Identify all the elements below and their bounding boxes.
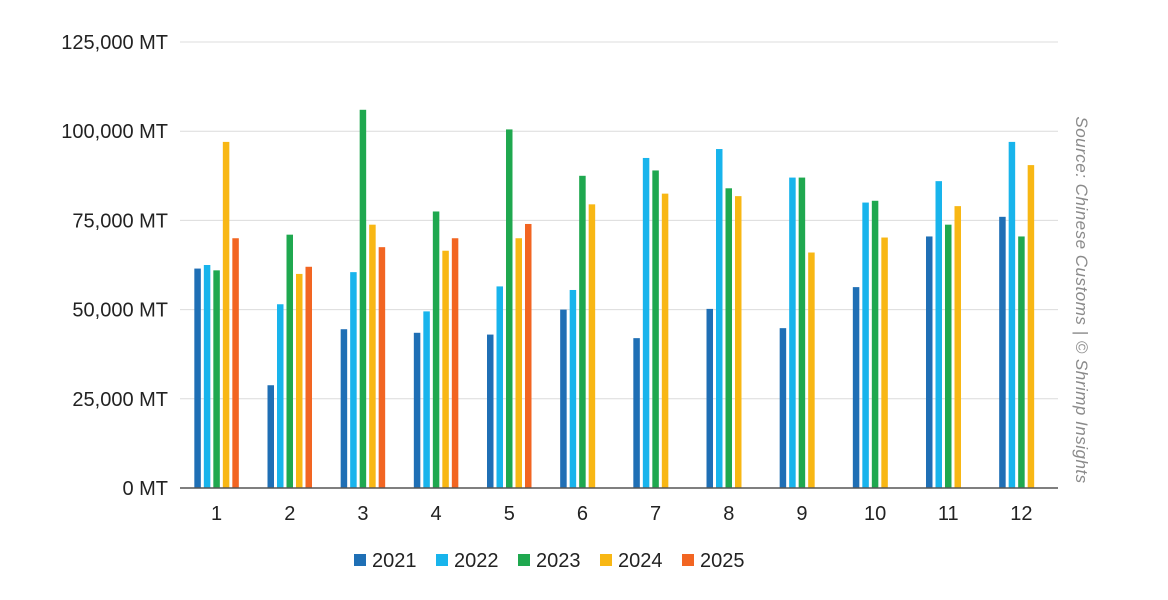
bar-2023-month-7 <box>652 170 659 488</box>
x-tick-label: 2 <box>284 503 295 525</box>
bar-2025-month-2 <box>305 266 312 488</box>
bar-2021-month-2 <box>267 385 274 488</box>
bar-2022-month-3 <box>350 272 357 488</box>
bar-2022-month-12 <box>1008 141 1016 488</box>
bar-2022-month-6 <box>569 289 577 488</box>
legend-swatch <box>436 554 448 566</box>
bar-2024-month-8 <box>735 196 742 488</box>
x-tick-label: 6 <box>577 503 588 525</box>
bar-2023-month-12 <box>1018 236 1025 488</box>
bar-2021-month-10 <box>852 287 860 488</box>
legend-label: 2022 <box>454 550 499 572</box>
bar-2021-month-7 <box>633 338 640 488</box>
bar-2024-month-3 <box>369 224 376 488</box>
bar-2024-month-4 <box>442 250 449 488</box>
bar-2023-month-2 <box>286 234 293 488</box>
bar-2022-month-10 <box>862 202 869 488</box>
x-tick-label: 10 <box>864 503 886 525</box>
bar-2021-month-9 <box>779 328 787 488</box>
x-axis-tick-labels: 1 2 3 4 5 6 7 8 9 10 11 12 <box>211 503 1033 525</box>
bar-2022-month-7 <box>642 157 650 488</box>
bar-2025-month-1 <box>232 238 239 488</box>
bar-2024-month-2 <box>296 273 303 488</box>
x-tick-label: 7 <box>650 503 661 525</box>
bar-2022-month-9 <box>789 177 796 488</box>
y-tick-label: 125,000 MT <box>61 32 168 54</box>
bar-2023-month-3 <box>359 109 367 488</box>
legend-swatch <box>518 554 530 566</box>
x-tick-label: 5 <box>504 503 515 525</box>
bar-2021-month-5 <box>487 334 494 488</box>
bar-2022-month-11 <box>935 181 942 488</box>
bar-2025-month-3 <box>378 247 386 488</box>
bar-2022-month-5 <box>496 286 503 488</box>
legend-label: 2025 <box>700 550 745 572</box>
legend-item-2022: 2022 <box>436 550 499 572</box>
bar-2023-month-1 <box>213 270 220 488</box>
legend-swatch <box>600 554 612 566</box>
bar-2022-month-4 <box>423 311 430 488</box>
y-tick-label: 0 MT <box>122 478 168 500</box>
bar-2024-month-12 <box>1027 165 1035 488</box>
bar-2021-month-8 <box>706 308 713 488</box>
y-tick-label: 25,000 MT <box>72 389 168 411</box>
gridlines <box>180 41 1058 400</box>
x-tick-label: 1 <box>211 503 222 525</box>
bar-2022-month-1 <box>203 265 211 488</box>
bar-2021-month-6 <box>560 309 567 488</box>
bar-2023-month-4 <box>432 211 440 489</box>
x-tick-label: 9 <box>796 503 807 525</box>
legend: 2021 2022 2023 2024 2025 <box>354 550 745 572</box>
bar-2023-month-9 <box>798 177 806 488</box>
y-tick-label: 100,000 MT <box>61 121 168 143</box>
x-tick-label: 3 <box>357 503 368 525</box>
legend-item-2021: 2021 <box>354 550 417 572</box>
bar-2024-month-6 <box>588 204 596 488</box>
legend-item-2023: 2023 <box>518 550 581 572</box>
bar-2023-month-8 <box>725 188 732 489</box>
x-tick-label: 11 <box>938 503 959 525</box>
bar-2023-month-6 <box>579 175 586 489</box>
bar-2023-month-5 <box>506 129 513 489</box>
bar-2022-month-2 <box>277 304 284 488</box>
x-tick-label: 8 <box>723 503 734 525</box>
x-tick-label: 4 <box>431 503 442 525</box>
legend-item-2024: 2024 <box>600 550 663 572</box>
y-tick-label: 50,000 MT <box>72 300 168 322</box>
bar-2024-month-7 <box>661 193 669 488</box>
bar-2021-month-1 <box>194 268 201 488</box>
source-note: Source: Chinese Customs | © Shrimp Insig… <box>1072 116 1091 483</box>
bar-2025-month-4 <box>451 238 459 488</box>
bar-2024-month-9 <box>808 252 815 488</box>
bar-2025-month-5 <box>525 223 532 488</box>
legend-label: 2024 <box>618 550 663 572</box>
bar-2023-month-10 <box>871 200 879 488</box>
y-tick-label: 75,000 MT <box>72 210 168 232</box>
bar-2024-month-5 <box>515 238 522 488</box>
bar-2021-month-4 <box>413 332 421 488</box>
bar-2021-month-3 <box>340 329 348 488</box>
bar-2024-month-10 <box>881 237 888 488</box>
bar-2024-month-11 <box>954 206 961 488</box>
bar-2021-month-11 <box>926 236 933 488</box>
legend-label: 2023 <box>536 550 581 572</box>
legend-swatch <box>682 554 694 566</box>
bar-2021-month-12 <box>999 216 1006 488</box>
legend-item-2025: 2025 <box>682 550 745 572</box>
bars <box>194 109 1035 489</box>
legend-swatch <box>354 554 366 566</box>
y-axis-tick-labels: 0 MT 25,000 MT 50,000 MT 75,000 MT 100,000 M… <box>61 32 168 500</box>
x-tick-label: 12 <box>1010 503 1032 525</box>
bar-2023-month-11 <box>945 224 952 488</box>
bar-2022-month-8 <box>716 149 723 489</box>
legend-label: 2021 <box>372 550 417 572</box>
bar-2024-month-1 <box>222 141 230 488</box>
